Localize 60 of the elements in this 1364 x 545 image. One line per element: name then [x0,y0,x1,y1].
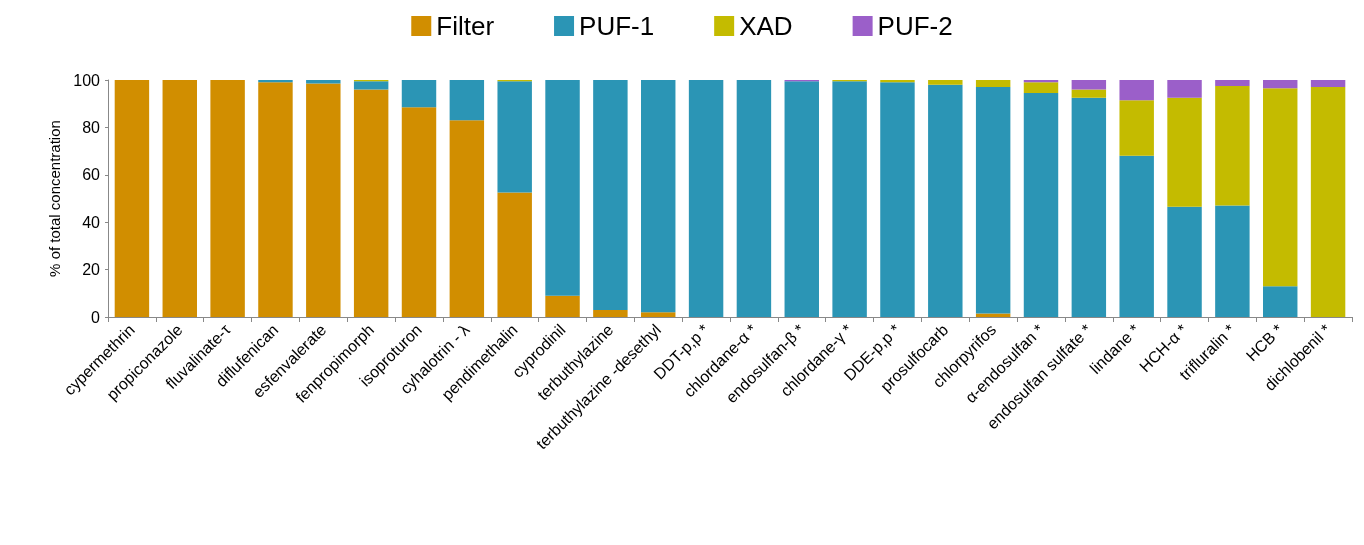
bar [306,83,341,317]
bar [641,80,676,313]
bar [784,81,819,317]
bar [736,80,772,317]
bar [1167,80,1202,98]
bar [162,80,197,317]
bar [1023,93,1059,317]
bar [832,81,867,317]
bar [497,192,532,317]
bar [1071,97,1107,317]
bar [1263,286,1298,317]
bar [1167,97,1202,207]
bar [593,309,628,317]
y-tick-label: 100 [73,71,101,89]
bar [1119,80,1154,101]
bar [880,82,915,317]
bar [928,84,963,317]
bar [1167,206,1202,317]
bar [353,89,389,317]
bar [928,80,963,85]
y-tick-label: 40 [82,213,101,231]
bar [688,80,724,317]
legend-label: XAD [739,11,793,41]
bar [1071,89,1107,98]
bar [401,107,437,317]
bar [1023,82,1059,94]
bar [449,120,485,317]
bar [449,80,485,121]
bar [1310,80,1346,88]
bar [497,81,532,193]
bar [1263,80,1298,89]
bar [1215,85,1250,206]
y-tick-label: 60 [82,166,101,184]
bar [975,313,1011,317]
bar [353,81,389,90]
bar [401,80,437,108]
bar [1263,88,1298,287]
y-tick-label: 80 [82,118,101,136]
bar [545,295,580,317]
legend-label: Filter [436,11,495,41]
bar [1119,155,1154,317]
legend-label: PUF-2 [877,11,953,41]
bar [545,80,580,296]
bar [975,80,1011,88]
bar [306,80,341,84]
bar [114,80,150,317]
bar [1215,80,1250,86]
y-tick-label: 0 [91,308,101,326]
bar [1215,205,1250,317]
bar [641,312,676,317]
bar [975,87,1011,314]
legend-label: PUF-1 [579,11,655,41]
bar [258,82,293,317]
bar [1071,80,1107,90]
y-tick-label: 20 [82,261,101,279]
bar [210,80,245,317]
y-axis-title: % of total concentration [46,120,64,277]
bar [1310,87,1346,317]
bar [1119,100,1154,156]
bar [593,80,628,310]
